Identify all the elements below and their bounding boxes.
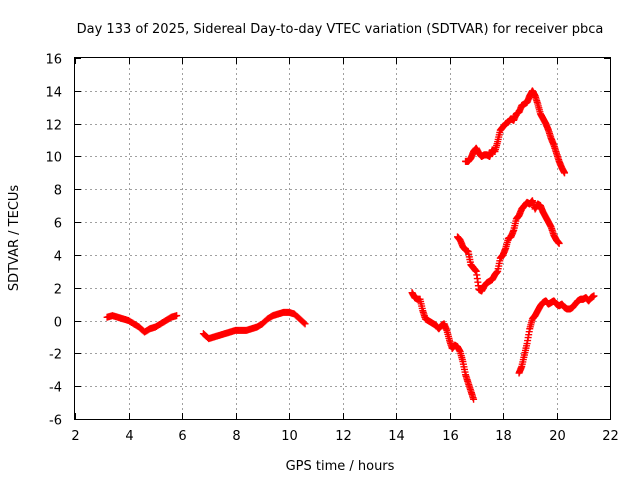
axis-ticks	[75, 58, 611, 420]
y-tick-label: -4	[49, 381, 62, 396]
y-tick-label: 16	[45, 53, 62, 68]
y-tick-label: 10	[45, 151, 62, 166]
x-tick-label: 16	[442, 429, 459, 444]
x-tick-label: 8	[232, 429, 240, 444]
data-point	[301, 320, 309, 328]
tick-labels: 2 4 6 8 10 12 14 16 18 20 22 -6 -4 -2 0 2 4 6 8 10 12 14 16	[45, 53, 618, 445]
x-tick-label: 12	[335, 429, 352, 444]
series-arc-1	[103, 312, 181, 336]
series-arc-4	[454, 197, 563, 295]
data-point	[555, 239, 563, 247]
data-point	[590, 292, 598, 300]
x-tick-label: 2	[71, 429, 79, 444]
series-arc-2	[199, 308, 309, 343]
x-tick-label: 20	[549, 429, 566, 444]
x-tick-label: 10	[281, 429, 298, 444]
y-tick-label: -2	[49, 348, 62, 363]
data-point	[561, 169, 569, 177]
data-point	[173, 312, 181, 320]
y-tick-label: -6	[49, 414, 62, 429]
series-arc-3	[408, 289, 478, 403]
x-tick-label: 18	[495, 429, 512, 444]
data-points	[103, 87, 598, 403]
x-tick-label: 22	[602, 429, 619, 444]
x-tick-label: 4	[125, 429, 133, 444]
plot-frame	[74, 57, 611, 420]
y-tick-label: 6	[54, 217, 62, 232]
data-point	[300, 319, 308, 327]
y-tick-label: 2	[54, 283, 62, 298]
x-axis-label: GPS time / hours	[286, 459, 395, 474]
y-tick-label: 14	[45, 86, 62, 101]
data-point	[470, 395, 478, 403]
series-arc-6	[515, 292, 598, 377]
y-tick-label: 12	[45, 119, 62, 134]
x-tick-label: 14	[388, 429, 405, 444]
y-tick-label: 8	[54, 184, 62, 199]
x-tick-label: 6	[178, 429, 186, 444]
chart-title: Day 133 of 2025, Sidereal Day-to-day VTE…	[77, 22, 604, 37]
y-tick-label: 4	[54, 250, 62, 265]
y-axis-label: SDTVAR / TECUs	[7, 185, 22, 292]
grid-lines	[75, 58, 610, 419]
y-tick-label: 0	[54, 316, 62, 331]
series-arc-5	[462, 87, 569, 177]
